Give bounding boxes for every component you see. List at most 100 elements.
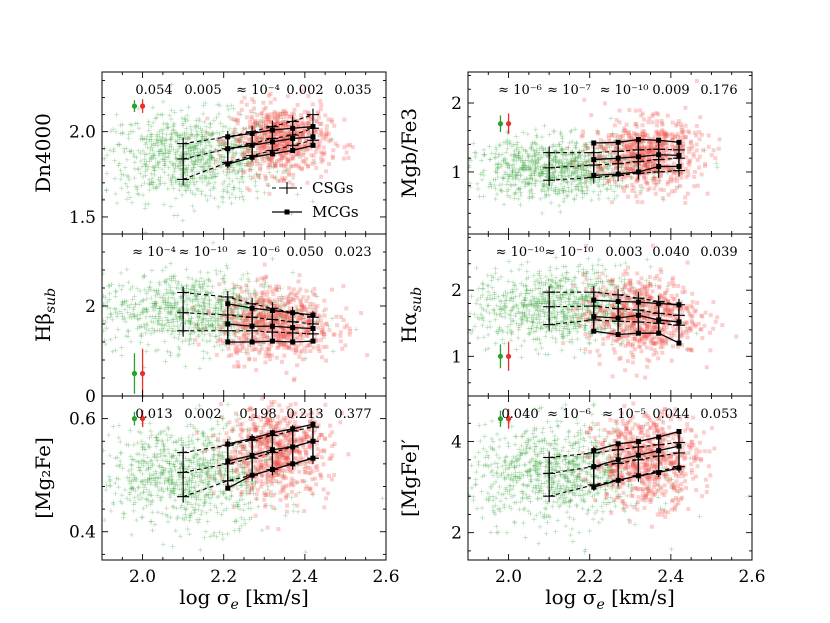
mcg-point — [259, 146, 264, 151]
err-mcg-dot — [139, 103, 146, 109]
mcg-point — [276, 178, 281, 183]
mcg-point — [238, 285, 243, 290]
mcg-point — [255, 140, 260, 145]
mcg-point — [287, 299, 292, 304]
mcg-point — [285, 295, 290, 300]
mcg-point — [265, 138, 270, 143]
mcg-point — [187, 135, 192, 140]
mcg-point — [269, 353, 274, 358]
mcg-point — [275, 121, 280, 126]
mcg-point — [280, 320, 285, 325]
mcg-point — [230, 309, 235, 314]
mcg-point — [257, 313, 262, 318]
mcg-point — [246, 162, 251, 167]
mcg-point — [298, 350, 303, 355]
mcg-point — [248, 309, 253, 314]
mcg-point — [218, 337, 223, 342]
mcg-point — [264, 175, 269, 180]
mcg-point — [276, 284, 281, 289]
mcg-point — [259, 137, 264, 142]
mcg-point — [287, 286, 292, 291]
mcg-point — [276, 331, 281, 336]
mcg-point — [333, 141, 338, 146]
mcg-point — [292, 133, 297, 138]
mcg-point — [242, 169, 247, 174]
mcg-point — [261, 100, 266, 105]
mcg-point — [278, 178, 283, 183]
mcg-point — [280, 328, 285, 333]
mcg-point — [291, 156, 296, 161]
mcg-point — [313, 338, 318, 343]
mcg-point — [265, 304, 270, 309]
mcg-point — [304, 329, 309, 334]
mcg-point — [306, 93, 311, 98]
mcg-point — [238, 137, 243, 142]
mcg-point — [261, 315, 266, 320]
mcg-point — [257, 297, 262, 302]
mcg-point — [308, 143, 313, 148]
mcg-point — [273, 337, 278, 342]
mcg-point — [308, 318, 313, 323]
mcg-point — [236, 347, 241, 352]
mcg-point — [284, 317, 289, 322]
mcg-point — [219, 153, 224, 158]
mcg-point — [281, 314, 286, 319]
y-axis-label-dn4000-text: Dn4000 — [31, 113, 55, 193]
mcg-point — [321, 145, 326, 150]
mcg-point — [289, 290, 294, 295]
mcg-point — [240, 321, 245, 326]
mcg-point — [283, 176, 288, 181]
mcg-point — [281, 147, 286, 152]
mcg-point — [206, 311, 211, 316]
mcg-point — [276, 319, 281, 324]
mcg-point — [301, 151, 306, 156]
mcg-point — [193, 337, 198, 342]
mcg-point — [293, 328, 298, 333]
mcg-point — [242, 364, 247, 369]
mcg-point — [241, 332, 246, 337]
mcg-point — [311, 153, 316, 158]
mcg-point — [279, 129, 284, 134]
mcg-point — [317, 142, 322, 147]
mcg-point — [341, 317, 346, 322]
mcg-point — [288, 300, 293, 305]
mcg-point — [234, 305, 239, 310]
mcg-point — [318, 314, 323, 319]
mcg-point — [347, 332, 352, 337]
mcg-point — [272, 319, 277, 324]
legend-mcg-label: MCGs — [312, 203, 359, 221]
mcg-point — [346, 155, 351, 160]
mcg-point — [311, 128, 316, 133]
mcg-point — [244, 330, 249, 335]
mcg-point — [278, 152, 283, 157]
mcg-point — [296, 308, 301, 313]
mcg-point — [301, 147, 306, 152]
mcg-point — [233, 299, 238, 304]
mcg-point — [254, 140, 259, 145]
mcg-point — [273, 146, 278, 151]
mcg-point — [190, 305, 195, 310]
mcg-point — [263, 130, 268, 135]
mcg-point — [289, 142, 294, 147]
mcg-point — [280, 147, 285, 152]
mcg-point — [277, 313, 282, 318]
mcg-point — [280, 111, 285, 116]
mcg-point — [306, 164, 311, 169]
mcg-point — [271, 116, 276, 121]
mcg-point — [285, 320, 290, 325]
mcg-point — [281, 120, 286, 125]
mcg-point — [221, 138, 226, 143]
mcg-point — [297, 316, 302, 321]
mcg-point — [256, 174, 261, 179]
mcg-point — [252, 335, 257, 340]
mcg-point — [235, 118, 240, 123]
mcg-point — [292, 313, 297, 318]
mcg-point — [285, 300, 290, 305]
mcg-point — [242, 126, 247, 131]
mcg-point — [260, 331, 265, 336]
mcg-point — [304, 288, 309, 293]
mcg-point — [302, 142, 307, 147]
mcg-point — [296, 323, 301, 328]
mcg-point — [283, 114, 288, 119]
mcg-point — [271, 135, 276, 140]
